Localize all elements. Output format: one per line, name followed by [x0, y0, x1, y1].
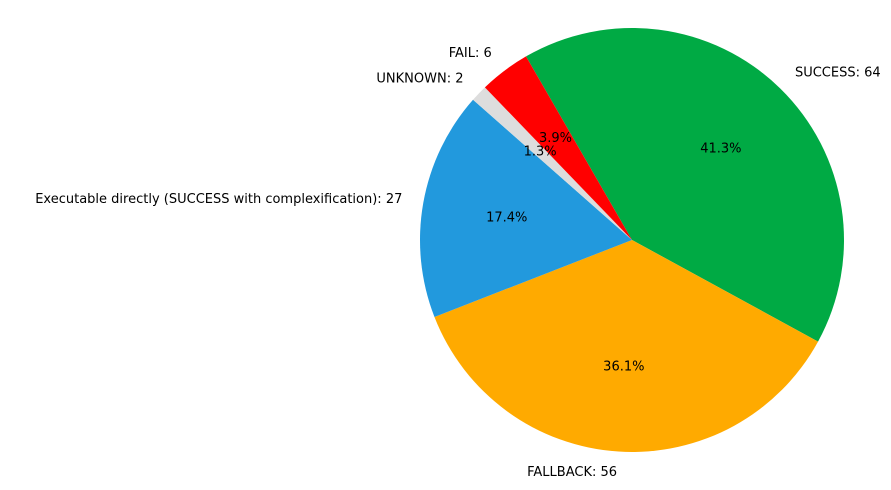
slice-percent-label: 36.1%: [603, 359, 644, 374]
slice-percent-label: 1.3%: [524, 145, 557, 160]
slice-label: Executable directly (SUCCESS with comple…: [35, 192, 402, 207]
pie-slice: [484, 56, 632, 241]
pie-slices: [419, 27, 844, 452]
slice-label: FAIL: 6: [449, 46, 492, 61]
slice-label: UNKNOWN: 2: [376, 71, 463, 86]
percent-labels: 41.3% 36.1% 17.4% 1.3%3.9%: [486, 131, 741, 375]
pie-slice: [419, 99, 632, 317]
slice-percent-label: 3.9%: [539, 131, 572, 146]
slice-labels: SUCCESS: 64 FALLBACK: 56 Executable direct…: [35, 46, 880, 480]
slice-label: FALLBACK: 56: [527, 465, 617, 480]
pie-slice: [473, 87, 632, 240]
slice-percent-label: 17.4%: [486, 210, 527, 225]
slice-label: SUCCESS: 64: [795, 66, 881, 81]
pie-slice: [434, 240, 819, 452]
pie-slice: [526, 27, 844, 342]
slice-percent-label: 41.3%: [700, 142, 741, 157]
